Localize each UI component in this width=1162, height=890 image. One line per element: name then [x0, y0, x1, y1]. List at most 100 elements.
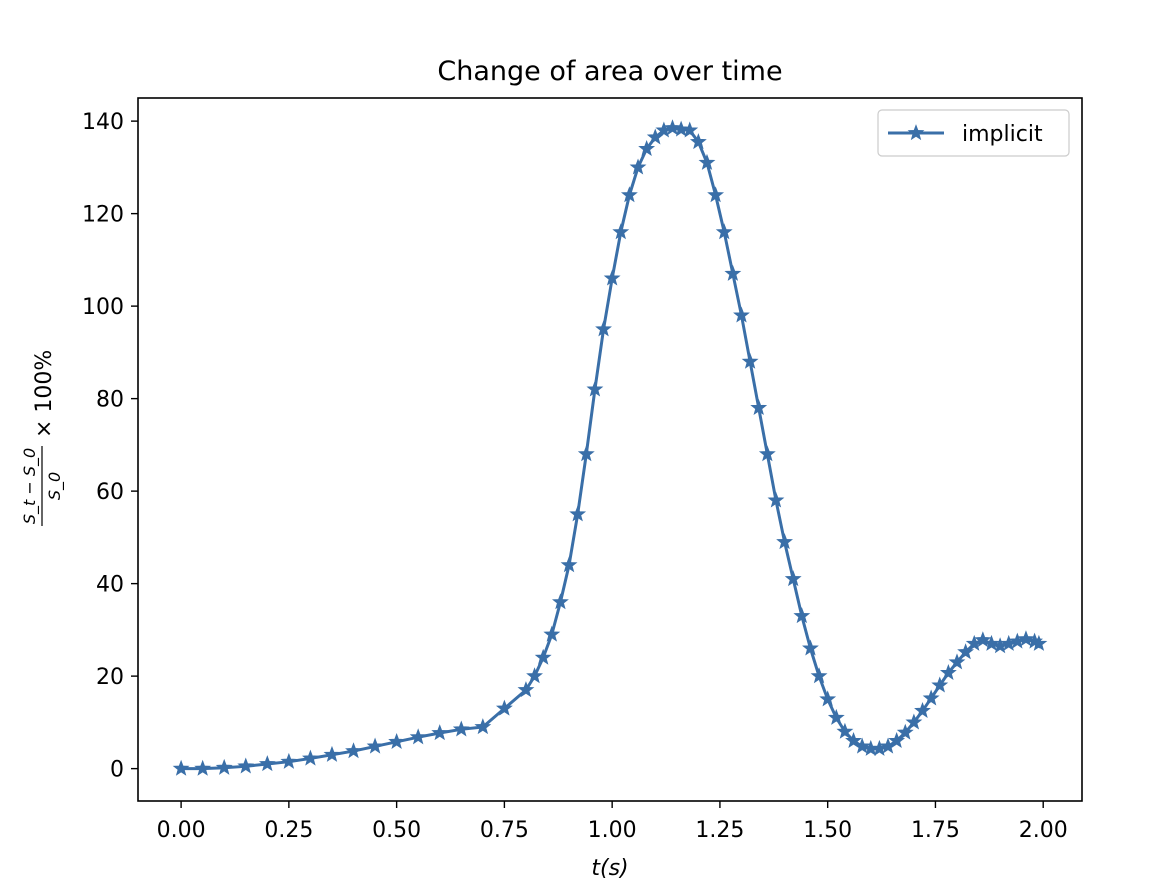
data-point: [431, 724, 449, 741]
y-tick-label: 40: [96, 573, 124, 598]
x-axis: 0.00 0.25 0.50 0.75 1.00 1.25 1.50 1.75 2.00: [157, 801, 1068, 843]
x-tick-label: 0.00: [157, 818, 206, 843]
y-tick-label: 80: [96, 388, 124, 413]
plot-area: [137, 97, 1083, 802]
y-tick-label: 0: [110, 758, 124, 783]
legend: implicit: [877, 109, 1070, 157]
y-tick-label: 100: [82, 295, 124, 320]
data-point: [474, 718, 492, 735]
data-point: [194, 759, 212, 776]
data-point: [758, 445, 776, 462]
data-point: [888, 732, 906, 749]
data-point: [741, 352, 759, 369]
data-point: [922, 689, 940, 706]
data-point: [983, 634, 1000, 651]
x-tick-label: 0.25: [264, 818, 313, 843]
data-point: [526, 667, 543, 684]
y-label-suffix: × 100%: [32, 350, 57, 438]
data-point: [664, 119, 681, 136]
data-point: [301, 749, 319, 766]
data-point: [689, 133, 707, 150]
data-point: [939, 664, 957, 681]
data-point: [827, 708, 845, 725]
data-point: [258, 755, 276, 772]
data-point: [845, 732, 862, 749]
series-0: [172, 119, 1048, 776]
data-point: [776, 533, 793, 550]
y-axis-label: S_t − S_0 S_0 × 100%: [20, 350, 65, 526]
data-point: [948, 653, 966, 670]
data-point: [819, 690, 837, 707]
data-point: [707, 186, 725, 203]
x-axis-label: t(s): [591, 856, 628, 881]
data-point: [836, 722, 854, 739]
x-tick-label: 0.50: [372, 818, 421, 843]
data-point: [560, 556, 578, 573]
data-point: [552, 593, 569, 610]
data-point: [1017, 630, 1035, 647]
data-point: [905, 713, 923, 730]
data-point: [638, 140, 656, 157]
data-point: [793, 607, 811, 624]
data-point: [366, 737, 384, 754]
data-point: [802, 639, 819, 656]
data-point: [767, 491, 785, 508]
data-point: [672, 120, 690, 137]
data-point: [629, 158, 647, 175]
data-point: [733, 306, 750, 323]
data-point: [681, 121, 699, 138]
data-point: [724, 264, 742, 281]
data-point: [896, 723, 914, 740]
data-point: [853, 737, 871, 754]
x-tick-label: 1.00: [588, 818, 637, 843]
data-point: [569, 505, 587, 522]
plot-background: [138, 98, 1082, 801]
data-point: [914, 701, 931, 718]
data-point: [595, 320, 612, 337]
data-point: [698, 153, 716, 170]
y-tick-label: 120: [82, 203, 124, 228]
data-point: [586, 380, 604, 397]
data-point: [495, 699, 513, 716]
data-point: [612, 223, 630, 240]
x-tick-label: 0.75: [480, 818, 529, 843]
data-point: [974, 631, 992, 648]
data-point: [452, 720, 470, 737]
axes-frame: [137, 97, 1083, 802]
y-tick-label: 140: [82, 110, 124, 135]
data-point: [215, 758, 233, 775]
y-tick-label: 60: [96, 480, 124, 505]
data-point: [577, 445, 595, 462]
data-point: [931, 676, 949, 693]
data-point: [323, 745, 341, 762]
data-point: [750, 399, 768, 416]
x-tick-label: 1.25: [695, 818, 744, 843]
data-point: [543, 625, 561, 642]
data-point: [388, 732, 406, 749]
x-tick-label: 2.00: [1019, 818, 1068, 843]
legend-marker: [907, 124, 925, 141]
legend-box: [877, 109, 1070, 157]
chart-title: Change of area over time: [437, 56, 782, 87]
data-point: [620, 186, 638, 203]
y-label-denominator: S_0: [45, 472, 65, 500]
y-tick-label: 20: [96, 665, 124, 690]
data-point: [172, 759, 190, 776]
data-point: [345, 742, 362, 759]
data-point: [534, 648, 552, 665]
data-point: [409, 728, 427, 745]
data-point: [810, 667, 828, 684]
y-axis: 0 20 40 60 80 100 120 140: [82, 110, 138, 783]
data-point: [957, 643, 975, 660]
data-point: [603, 269, 621, 286]
data-point: [237, 757, 255, 774]
data-point: [784, 570, 802, 587]
data-point: [715, 223, 733, 240]
x-tick-label: 1.75: [911, 818, 960, 843]
data-point: [517, 681, 535, 698]
legend-label: implicit: [962, 122, 1043, 147]
x-tick-label: 1.50: [803, 818, 852, 843]
data-point: [280, 752, 298, 769]
data-point: [1030, 634, 1048, 651]
